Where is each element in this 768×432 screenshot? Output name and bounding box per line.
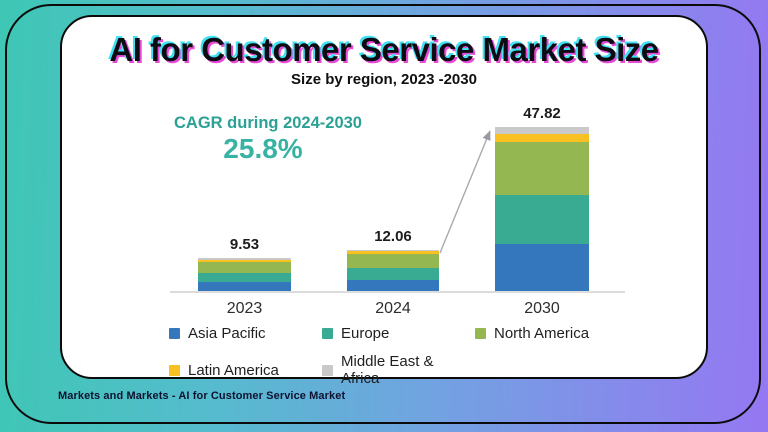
segment-asia-pacific-2024 xyxy=(347,279,439,291)
segment-north-america-2030 xyxy=(495,142,589,195)
legend-item-north-america: North America xyxy=(475,325,628,342)
x-axis-label-2024: 2024 xyxy=(375,300,411,317)
north-america-swatch-icon xyxy=(475,328,486,339)
decorative-border xyxy=(5,4,761,424)
legend-label: Europe xyxy=(341,325,390,342)
legend-label: Middle East & Africa xyxy=(341,353,434,387)
segment-europe-2023 xyxy=(198,273,291,283)
legend-row-2: Latin America Middle East & Africa xyxy=(169,353,475,387)
legend-item-europe: Europe xyxy=(322,325,475,342)
cagr-value: 25.8% xyxy=(223,133,303,164)
legend-row-1: Asia Pacific Europe North America xyxy=(169,325,628,342)
latin-america-swatch-icon xyxy=(169,364,180,376)
stacked-bar-2030 xyxy=(495,127,589,291)
segment-middle-east-africa-2023 xyxy=(198,258,291,260)
cagr-label: CAGR during 2024-2030 xyxy=(174,114,362,132)
total-label-2024: 12.06 xyxy=(374,227,412,245)
legend-item-asia-pacific: Asia Pacific xyxy=(169,325,322,342)
infographic-card: AI for Customer Service Market Size Size… xyxy=(60,15,710,387)
page-title: AI for Customer Service Market Size xyxy=(109,31,659,68)
segment-middle-east-africa-2030 xyxy=(495,127,589,134)
segment-europe-2030 xyxy=(495,194,589,244)
segment-north-america-2023 xyxy=(198,262,291,274)
europe-swatch-icon xyxy=(322,328,333,339)
legend-item-latin-america: Latin America xyxy=(169,353,322,387)
segment-latin-america-2030 xyxy=(495,133,589,143)
legend-label: Asia Pacific xyxy=(188,325,266,342)
asia-pacific-swatch-icon xyxy=(169,328,180,339)
total-label-2030: 47.82 xyxy=(523,105,561,122)
legend-item-middle-east-africa: Middle East & Africa xyxy=(322,353,475,387)
stacked-bar-2023 xyxy=(198,258,291,291)
stacked-bar-2024 xyxy=(347,249,439,291)
x-axis-label-2023: 2023 xyxy=(226,300,263,317)
segment-latin-america-2023 xyxy=(198,259,291,263)
segment-asia-pacific-2023 xyxy=(198,282,291,291)
middle-east-africa-swatch-icon xyxy=(322,364,333,376)
segment-north-america-2024 xyxy=(347,253,439,269)
x-axis-baseline xyxy=(170,291,625,293)
legend-label: Latin America xyxy=(188,361,279,379)
source-attribution: Markets and Markets - AI for Customer Se… xyxy=(58,390,346,402)
segment-asia-pacific-2030 xyxy=(495,243,589,291)
page-subtitle: Size by region, 2023 -2030 xyxy=(291,71,477,88)
segment-latin-america-2024 xyxy=(347,250,439,254)
legend-label: North America xyxy=(494,325,590,342)
segment-europe-2024 xyxy=(347,268,439,280)
x-axis-label-2030: 2030 xyxy=(524,300,560,317)
total-label-2023: 9.53 xyxy=(229,236,260,254)
chart-area: 9.53 2023 12.06 2024 47.82 2030 xyxy=(62,17,710,381)
segment-middle-east-africa-2024 xyxy=(347,249,439,251)
